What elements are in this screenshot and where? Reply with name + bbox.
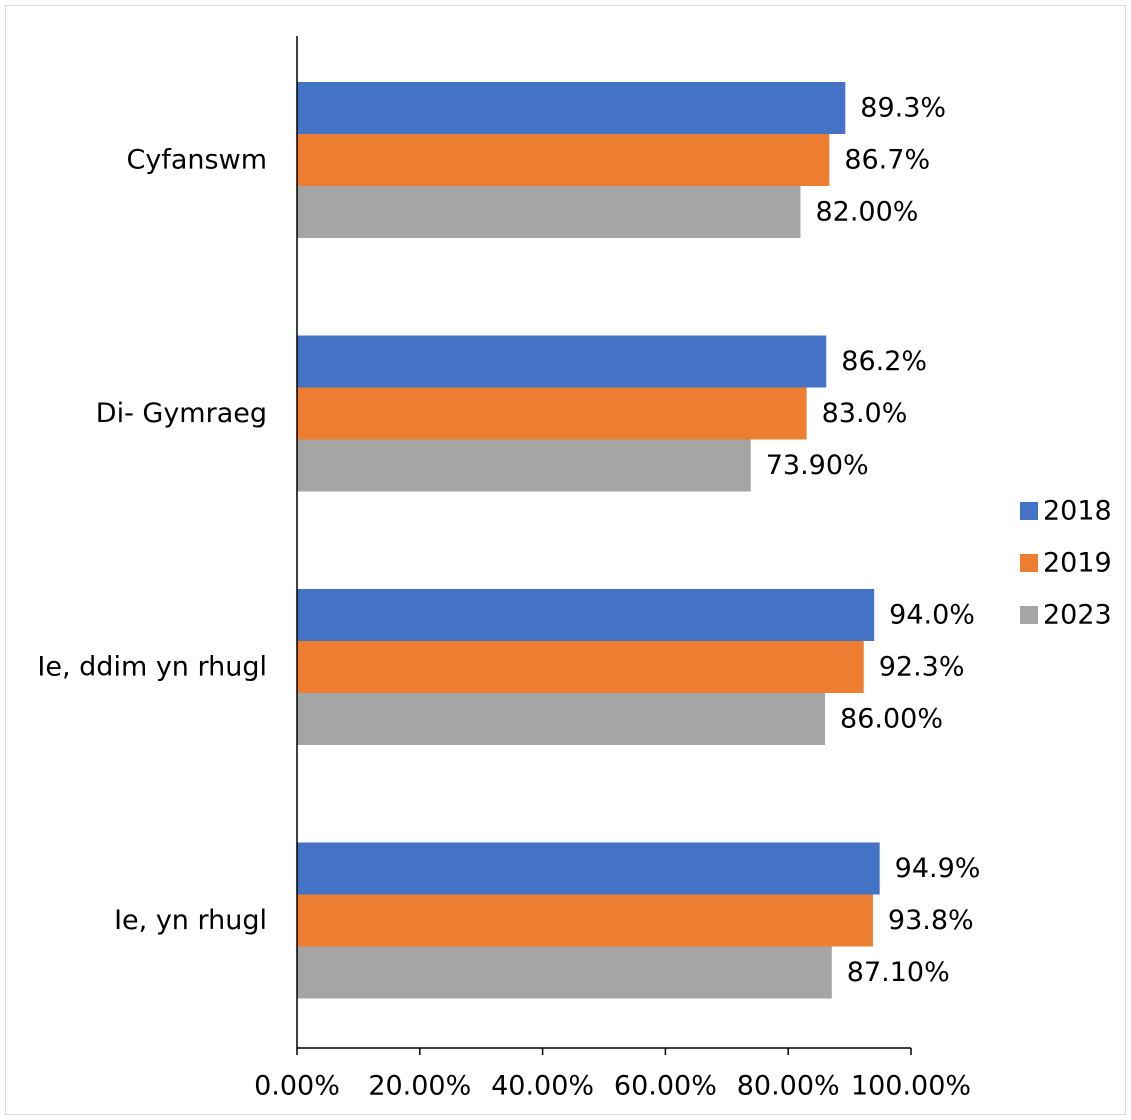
legend-label-2023: 2023 — [1043, 600, 1112, 631]
x-tick-label-5: 100.00% — [851, 1071, 971, 1102]
x-tick-label-0: 0.00% — [254, 1071, 340, 1102]
legend-label-2018: 2018 — [1043, 496, 1112, 527]
bar-2019-di-gymraeg — [297, 387, 807, 440]
legend-swatch-2023 — [1020, 606, 1038, 624]
category-labels-layer: Cyfanswm Di- Gymraeg Ie, ddim yn rhugl Ie, … — [37, 145, 267, 937]
value-label-2018-ie-ddim-yn-rhugl: 94.0% — [889, 600, 975, 631]
value-label-2019-ie-yn-rhugl: 93.8% — [888, 905, 974, 936]
value-label-2018-di-gymraeg: 86.2% — [841, 346, 927, 377]
bar-2019-ie-yn-rhugl — [297, 894, 873, 947]
value-label-2023-ie-yn-rhugl: 87.10% — [847, 957, 950, 988]
category-label-ie-yn-rhugl: Ie, yn rhugl — [114, 905, 267, 936]
x-tick-label-1: 20.00% — [368, 1071, 471, 1102]
value-label-2018-cyfanswm: 89.3% — [860, 93, 946, 124]
bar-2018-ie-yn-rhugl — [297, 842, 880, 895]
value-label-2019-ie-ddim-yn-rhugl: 92.3% — [879, 652, 965, 683]
bar-2023-ie-ddim-yn-rhugl — [297, 693, 826, 745]
category-label-cyfanswm: Cyfanswm — [127, 145, 267, 176]
bar-2018-di-gymraeg — [297, 335, 827, 388]
value-label-2019-di-gymraeg: 83.0% — [822, 398, 908, 429]
value-label-2023-ie-ddim-yn-rhugl: 86.00% — [840, 704, 943, 735]
legend-label-2019: 2019 — [1043, 548, 1112, 579]
bar-2023-di-gymraeg — [297, 439, 751, 492]
bar-2019-cyfanswm — [297, 134, 830, 186]
value-labels-layer: 89.3% 86.7% 82.00% 86.2% 83.0% 73.90% 94.0% 92.… — [766, 93, 981, 989]
x-tick-label-2: 40.00% — [491, 1071, 594, 1102]
legend-swatch-2019 — [1020, 554, 1038, 572]
legend-swatch-2018 — [1020, 502, 1038, 520]
value-label-2023-cyfanswm: 82.00% — [815, 197, 918, 228]
value-label-2019-cyfanswm: 86.7% — [844, 145, 930, 176]
bar-2023-cyfanswm — [297, 186, 801, 238]
value-label-2018-ie-yn-rhugl: 94.9% — [895, 853, 981, 884]
bars-layer — [297, 82, 880, 999]
bar-2018-ie-ddim-yn-rhugl — [297, 589, 875, 641]
bar-2018-cyfanswm — [297, 82, 846, 134]
bar-2019-ie-ddim-yn-rhugl — [297, 641, 864, 693]
bar-2023-ie-yn-rhugl — [297, 946, 832, 999]
x-axis: 0.00% 20.00% 40.00% 60.00% 80.00% 100.00% — [254, 36, 971, 1102]
x-tick-label-3: 60.00% — [614, 1071, 717, 1102]
legend: 2018 2019 2023 — [1020, 496, 1112, 631]
x-tick-label-4: 80.00% — [737, 1071, 840, 1102]
category-label-ie-ddim-yn-rhugl: Ie, ddim yn rhugl — [37, 652, 267, 683]
category-label-di-gymraeg: Di- Gymraeg — [96, 398, 267, 429]
value-label-2023-di-gymraeg: 73.90% — [766, 450, 869, 481]
